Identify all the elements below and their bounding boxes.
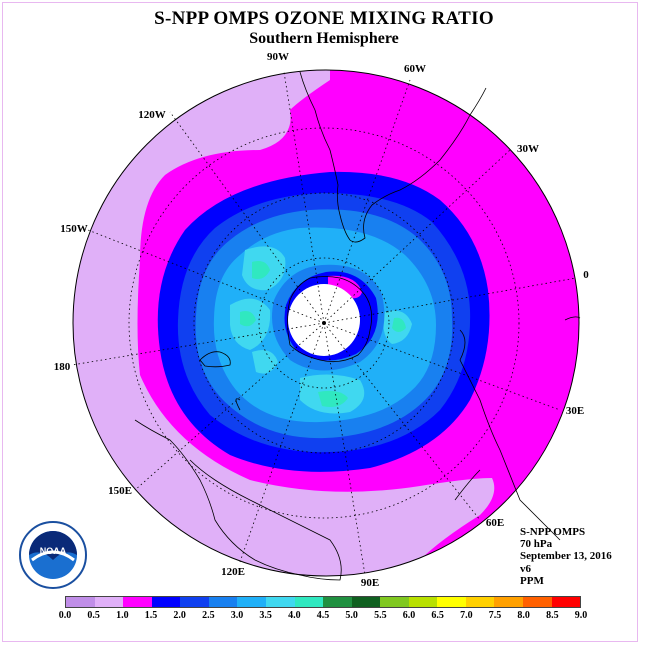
- info-unit: PPM: [520, 574, 544, 587]
- colorbar: [65, 596, 581, 608]
- longitude-label-60e: 60E: [486, 517, 504, 529]
- colorbar-tick-label: 9.0: [574, 610, 588, 621]
- coast-africa: [459, 329, 561, 541]
- colorbar-segment-3.5: [265, 597, 295, 607]
- longitude-label-150w: 150W: [60, 223, 88, 235]
- info-block: S-NPP OMPS 70 hPa September 13, 2016 v6 …: [520, 526, 612, 587]
- colorbar-tick-label: 7.5: [488, 610, 502, 621]
- contour-4.0-4.5-d: [392, 317, 406, 332]
- coast-tasmania: [235, 398, 241, 411]
- longitude-label-30e: 30E: [566, 405, 584, 417]
- colorbar-tick-label: 6.5: [431, 610, 444, 621]
- colorbar-tick-label: 4.0: [288, 610, 301, 621]
- longitude-label-150e: 150E: [108, 485, 132, 497]
- colorbar-ticks: 0.0 0.5 1.0 1.5 2.0 2.5 3.0 3.5 4.0 4.5 5.0 5.5 6.0 6…: [0, 610, 648, 624]
- info-version: v6: [520, 562, 531, 575]
- colorbar-segment-6.0: [408, 597, 438, 607]
- colorbar-segment-5.5: [380, 597, 409, 607]
- coast-south-america-east: [469, 87, 487, 116]
- colorbar-segment-1.5: [151, 597, 181, 607]
- colorbar-tick-label: 8.5: [546, 610, 559, 621]
- longitude-label-0: 0: [583, 269, 589, 281]
- colorbar-segment-5.0: [351, 597, 381, 607]
- colorbar-segment-1.0: [123, 597, 152, 607]
- longitude-label-60w: 60W: [404, 63, 426, 75]
- colorbar-segment-0.0: [66, 597, 95, 607]
- contour-4.0-4.5-b: [318, 390, 348, 407]
- colorbar-tick-label: 8.0: [517, 610, 530, 621]
- info-pressure: 70 hPa: [520, 538, 553, 551]
- longitude-label-120w: 120W: [138, 109, 166, 121]
- map-boundary: [72, 69, 580, 577]
- colorbar-tick-label: 5.5: [374, 610, 387, 621]
- figure-frame: [2, 2, 638, 642]
- colorbar-tick-label: 5.0: [345, 610, 358, 621]
- info-instrument: S-NPP OMPS: [520, 526, 586, 538]
- contour-3.5-4.0-e: [252, 349, 278, 374]
- coastlines: [134, 71, 581, 581]
- longitude-label-90e: 90E: [361, 577, 379, 589]
- colorbar-tick-label: 0.0: [58, 610, 72, 621]
- colorbar-segment-4.0: [294, 597, 324, 607]
- colorbar-segment-4.5: [323, 597, 352, 607]
- colorbar-segment-8.5: [551, 597, 581, 607]
- colorbar-tick-label: 3.0: [230, 610, 244, 621]
- logo-text: NOAA: [40, 546, 67, 556]
- graticule-latitude: [128, 127, 520, 519]
- longitude-label-90w: 90W: [267, 51, 289, 63]
- coast-new-zealand: [199, 351, 231, 368]
- page-subtitle: Southern Hemisphere: [249, 30, 399, 47]
- longitude-label-180: 180: [54, 361, 71, 373]
- graticule-longitude: [71, 71, 577, 576]
- coast-madagascar: [454, 469, 481, 501]
- coast-south-america: [299, 71, 471, 243]
- colorbar-tick-label: 1.0: [116, 610, 129, 621]
- colorbar-segment-0.5: [94, 597, 124, 607]
- contour-0.5-1.0: [73, 70, 495, 576]
- colorbar-segment-6.5: [437, 597, 466, 607]
- colorbar-segment-2.5: [208, 597, 238, 607]
- colorbar-tick-label: 2.5: [202, 610, 215, 621]
- contour-inner-1.0: [328, 275, 362, 299]
- longitude-labels: 90W 60W 30W 0 30E 60E 90E 120E 150E 180 150W 120W: [54, 51, 590, 589]
- no-data-pole: [288, 284, 360, 356]
- longitude-label-30w: 30W: [517, 143, 539, 155]
- colorbar-segment-3.0: [237, 597, 266, 607]
- contour-4.0-4.5-a: [252, 261, 270, 279]
- ozone-field: [73, 70, 579, 576]
- longitude-label-120e: 120E: [221, 566, 245, 578]
- colorbar-segment-7.5: [494, 597, 523, 607]
- info-date: September 13, 2016: [520, 550, 612, 563]
- colorbar-segment-2.0: [180, 597, 209, 607]
- colorbar-segment-7.0: [465, 597, 495, 607]
- colorbar-segment-8.0: [523, 597, 552, 607]
- colorbar-tick-label: 4.5: [316, 610, 330, 621]
- coast-antarctica: [287, 276, 373, 363]
- colorbar-tick-label: 7.0: [460, 610, 473, 621]
- colorbar-tick-label: 3.5: [259, 610, 272, 621]
- coast-australia: [134, 419, 342, 581]
- colorbar-tick-label: 2.0: [173, 610, 186, 621]
- noaa-logo: NOAA: [19, 521, 87, 589]
- colorbar-tick-label: 6.0: [402, 610, 416, 621]
- colorbar-tick-label: 1.5: [144, 610, 158, 621]
- colorbar-tick-label: 0.5: [87, 610, 100, 621]
- page-title: S-NPP OMPS OZONE MIXING RATIO: [154, 8, 494, 29]
- contour-4.0-4.5-c: [240, 311, 256, 327]
